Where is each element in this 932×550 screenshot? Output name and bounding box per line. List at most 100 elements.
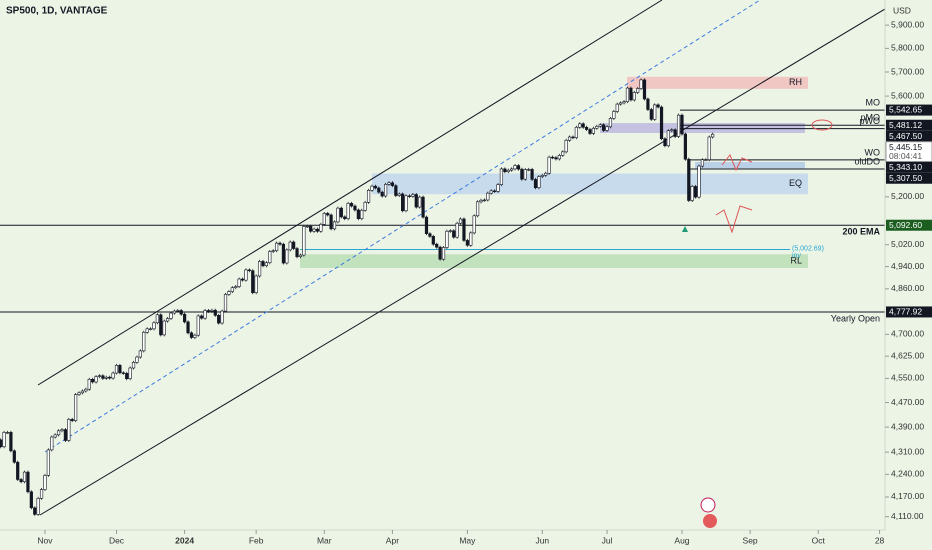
- candle-body: [128, 367, 132, 380]
- candle-body: [162, 320, 166, 336]
- candle-body: [571, 136, 575, 139]
- candle-body: [435, 243, 439, 248]
- candle-body: [445, 230, 449, 248]
- candle-body: [506, 169, 510, 173]
- candle-body: [622, 101, 626, 104]
- axes: 5,900.00 5,800.00 5,700.00 5,600.00 5,200.00…: [37, 19, 924, 545]
- candle-body: [397, 193, 401, 196]
- candle-body: [118, 365, 122, 374]
- candle-body: [694, 186, 698, 198]
- y-tick-label: 5,800.00: [891, 43, 924, 53]
- candle-body: [176, 310, 180, 312]
- candle-body: [663, 138, 667, 147]
- price-box-label: 5,343.10: [889, 162, 922, 172]
- candle-body: [513, 165, 517, 170]
- y-tick-label: 5,700.00: [891, 66, 924, 76]
- candle-body: [554, 157, 558, 160]
- candle-body: [676, 114, 681, 137]
- candle-body: [465, 240, 469, 246]
- candle-body: [19, 479, 23, 483]
- candle-body: [639, 79, 643, 89]
- candle-body: [332, 221, 337, 230]
- candle-body: [285, 249, 289, 264]
- candle-body: [50, 436, 54, 451]
- candle-body: [295, 248, 299, 258]
- candle-body: [223, 294, 228, 312]
- candle-body: [544, 172, 548, 176]
- candle-body: [407, 195, 412, 197]
- candle-body: [424, 216, 429, 234]
- candle-body: [53, 434, 57, 438]
- price-box: [886, 219, 932, 231]
- candle-body: [131, 362, 136, 369]
- candle-body: [530, 169, 534, 180]
- candle-body: [315, 228, 320, 232]
- candle-body: [370, 185, 374, 191]
- candle-body: [39, 489, 44, 499]
- candle-body: [275, 242, 279, 252]
- candle-body: [26, 471, 30, 493]
- price-axis: [885, 0, 932, 550]
- candle-body: [598, 124, 602, 127]
- candle-body: [523, 169, 527, 180]
- zone: [372, 173, 808, 195]
- x-tick-label: 2024: [175, 535, 194, 545]
- candle-body: [411, 194, 415, 197]
- candle-body: [557, 155, 561, 160]
- y-tick-label: 4,860.00: [891, 283, 924, 293]
- candle-body: [567, 136, 572, 141]
- countdown: 08:04:41: [889, 151, 922, 161]
- candle-body: [179, 310, 183, 315]
- level-label: WO: [865, 147, 881, 157]
- y-tick-label: 4,700.00: [891, 329, 924, 339]
- candle-body: [591, 127, 596, 134]
- y-tick-label: 4,625.00: [891, 350, 924, 360]
- candle-body: [12, 450, 16, 463]
- candle-body: [271, 250, 275, 252]
- candle-body: [550, 156, 555, 159]
- candle-body: [649, 109, 653, 120]
- candle-body: [574, 126, 578, 139]
- y-tick-label: 4,170.00: [891, 491, 924, 501]
- zone-label: RH: [789, 77, 802, 87]
- candle-body: [656, 104, 660, 108]
- candle-body: [329, 214, 333, 230]
- candle-body: [74, 394, 78, 421]
- candle-body: [60, 429, 64, 432]
- candle-body: [394, 185, 398, 196]
- candle-body: [254, 275, 258, 294]
- x-tick-label: May: [459, 535, 476, 545]
- candle-body: [84, 388, 88, 392]
- level-label: MO: [866, 97, 881, 107]
- candle-body: [230, 287, 234, 292]
- candle-body: [537, 176, 541, 189]
- y-tick-label: 5,600.00: [891, 90, 924, 100]
- candle-body: [612, 111, 616, 119]
- candle-body: [278, 242, 282, 245]
- candle-body: [302, 226, 306, 256]
- candle-body: [237, 278, 241, 287]
- candle-body: [234, 286, 238, 288]
- candle-body: [680, 114, 684, 135]
- channel: [37, 0, 901, 516]
- candle-body: [673, 129, 677, 137]
- candle-body: [343, 216, 347, 220]
- candle-body: [203, 310, 207, 319]
- x-tick-label: Nov: [37, 535, 53, 545]
- x-tick-label: Oct: [812, 535, 826, 545]
- candle-body: [547, 156, 551, 174]
- x-tick-label: Dec: [109, 535, 125, 545]
- candle-body: [183, 313, 187, 323]
- candle-body: [687, 158, 691, 201]
- candle-body: [584, 126, 589, 130]
- channel-upper: [37, 0, 663, 386]
- candle-body: [247, 269, 251, 272]
- x-tick-label: Jun: [535, 535, 549, 545]
- candle-body: [653, 104, 657, 120]
- channel-lower: [39, 0, 901, 516]
- candle-body: [322, 213, 326, 225]
- candle-body: [448, 230, 452, 232]
- candle-body: [63, 429, 68, 441]
- candle-body: [690, 186, 694, 201]
- candle-body: [169, 312, 173, 319]
